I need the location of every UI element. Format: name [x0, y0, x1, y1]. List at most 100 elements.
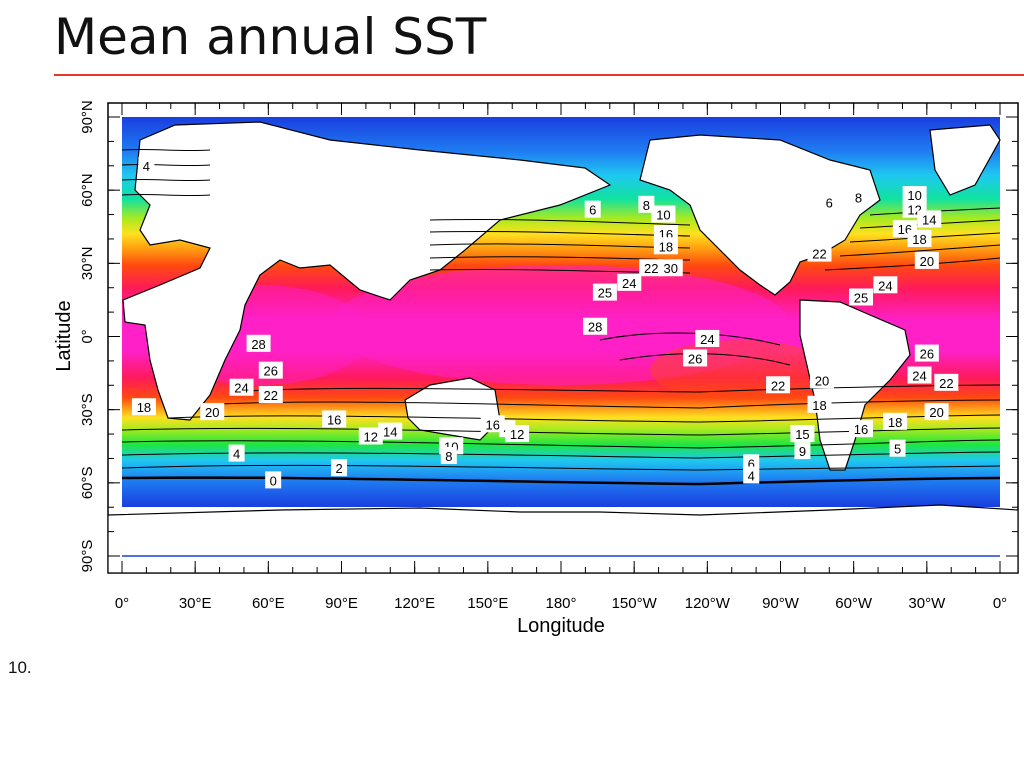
- contour-label-text: 16: [854, 422, 868, 437]
- contour-label-text: 24: [878, 278, 892, 293]
- sst-contours: [121, 148, 1001, 486]
- contour-label-text: 10: [656, 208, 670, 223]
- y-tick-label: 90°S: [79, 540, 96, 573]
- contour-label: 6: [821, 193, 838, 211]
- contour-label: 24: [873, 276, 898, 294]
- contour-label-text: 18: [137, 400, 151, 415]
- contour-label-box: [592, 283, 617, 301]
- contour-label: 10: [902, 186, 927, 204]
- contour-label-text: 22: [644, 261, 658, 276]
- contour-label-text: 22: [939, 376, 953, 391]
- contour-label-box: [584, 200, 601, 218]
- contour-label: 20: [924, 403, 949, 421]
- contour-label: 25: [592, 283, 617, 301]
- contour-label-box: [258, 386, 283, 404]
- contour-label: 24: [617, 273, 642, 291]
- contour-label-box: [889, 439, 906, 457]
- x-axis: 0° 30°E 60°E 90°E 120°E 150°E 180° 150°W 120°W 90…: [115, 103, 1007, 612]
- contour-label: 26: [914, 344, 939, 362]
- slide-number: 10.: [8, 658, 32, 677]
- contour-label-text: 2: [335, 461, 342, 476]
- contour-label: 8: [638, 195, 655, 213]
- contour-label: 20: [914, 251, 939, 269]
- contour-label-text: 25: [598, 286, 612, 301]
- contour-label: 26: [258, 361, 283, 379]
- contour-label-text: 16: [327, 412, 341, 427]
- contour-label: 22: [258, 386, 283, 404]
- contour-label: 15: [790, 425, 815, 443]
- y-tick-label: 30°S: [79, 393, 96, 426]
- contour-label-box: [378, 422, 403, 440]
- contour-label-box: [651, 205, 676, 223]
- contour-label: 22: [639, 259, 664, 277]
- land-antarctica: [108, 504, 1018, 573]
- contour-label-box: [914, 251, 939, 269]
- contour-label-text: 22: [812, 247, 826, 262]
- x-tick-label: 0°: [115, 595, 129, 612]
- y-tick-label: 0°: [79, 329, 96, 343]
- contour-label: 18: [131, 398, 156, 416]
- contour-label: 2: [331, 459, 348, 477]
- contour-label-box: [229, 378, 254, 396]
- contour-label: 22: [807, 244, 832, 262]
- contour-label-box: [907, 229, 932, 247]
- contour-label-text: 10: [907, 188, 921, 203]
- contour-label: 14: [917, 210, 942, 228]
- contour-label-box: [695, 329, 720, 347]
- contour-label-text: 6: [748, 456, 755, 471]
- contour-label: 25: [848, 288, 873, 306]
- warm-pool-pacific: [330, 265, 790, 385]
- contour-label: 16: [322, 410, 347, 428]
- contour-label-box: [440, 447, 457, 465]
- x-tick-label: 180°: [545, 595, 576, 612]
- x-tick-label: 60°W: [835, 595, 873, 612]
- contour-label-box: [480, 415, 505, 433]
- contour-label-box: [790, 425, 815, 443]
- contour-label: 4: [743, 466, 760, 484]
- contour-label-text: 24: [234, 381, 248, 396]
- contour-label-box: [848, 420, 873, 438]
- contour-label-text: 20: [205, 405, 219, 420]
- contour-label: 22: [934, 373, 959, 391]
- contour-label-box: [809, 371, 834, 389]
- contour-label: 16: [480, 415, 505, 433]
- contour-label: 12: [505, 425, 530, 443]
- x-axis-title: Longitude: [517, 615, 605, 637]
- title-underline: [54, 74, 1024, 76]
- contour-label-box: [766, 376, 791, 394]
- x-tick-label: 120°W: [685, 595, 731, 612]
- contour-label: 24: [229, 378, 254, 396]
- contour-label-text: 24: [912, 369, 926, 384]
- contour-label: 30: [658, 259, 683, 277]
- contour-label-text: 28: [251, 337, 265, 352]
- y-tick-label: 60°N: [79, 173, 96, 207]
- contour-label-text: 20: [929, 405, 943, 420]
- contour-label: 20: [200, 403, 225, 421]
- contour-label-box: [807, 244, 832, 262]
- contour-label-box: [914, 344, 939, 362]
- contour-label-box: [331, 459, 348, 477]
- contour-label-text: 18: [912, 232, 926, 247]
- contour-label-text: 24: [622, 276, 636, 291]
- slide-title: Mean annual SST: [54, 8, 487, 66]
- contour-label: 6: [584, 200, 601, 218]
- contour-label: 18: [807, 395, 832, 413]
- contour-label-text: 30: [664, 261, 678, 276]
- contour-label: 20: [809, 371, 834, 389]
- contour-label-text: 14: [383, 425, 397, 440]
- contour-label-box: [265, 471, 282, 489]
- contour-label-text: 26: [688, 351, 702, 366]
- contour-label-text: 20: [920, 254, 934, 269]
- contour-label: 28: [583, 317, 608, 335]
- contour-label-box: [322, 410, 347, 428]
- land-greenland: [929, 124, 1001, 196]
- contour-label-box: [743, 466, 760, 484]
- contour-label: 4: [228, 444, 245, 462]
- contour-label-box: [848, 288, 873, 306]
- contour-label-box: [807, 395, 832, 413]
- contour-label-text: 25: [854, 290, 868, 305]
- contour-label-box: [821, 193, 838, 211]
- contour-label-text: 12: [510, 427, 524, 442]
- contour-label-text: 22: [771, 378, 785, 393]
